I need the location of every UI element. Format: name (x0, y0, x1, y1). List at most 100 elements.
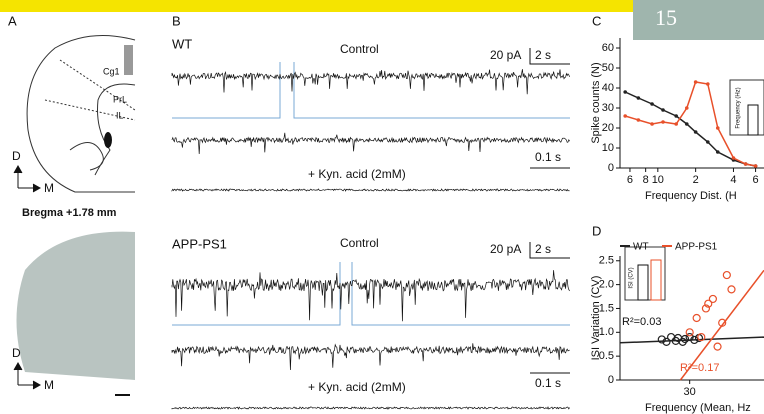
point (692, 313, 701, 323)
point (704, 299, 713, 308)
point (708, 294, 718, 304)
point (718, 318, 727, 327)
y-tick-label: 1.0 (599, 326, 614, 338)
y-tick-label: 40 (602, 82, 614, 94)
point (722, 270, 731, 280)
trace (171, 69, 570, 95)
y-axis-label: Spike counts (N) (590, 62, 602, 143)
scale-bar (529, 48, 570, 65)
genotype: WT (172, 36, 192, 51)
x-axis-label: Frequency Dist. (H (645, 190, 737, 202)
x-tick-label: 8 (643, 174, 649, 186)
point (706, 82, 710, 86)
point (697, 332, 706, 342)
region-label: PrL (113, 94, 127, 104)
y-tick-label: 30 (602, 102, 614, 114)
trace (171, 188, 570, 192)
region-label: IL (116, 110, 124, 120)
orientation-arrows (13, 361, 42, 390)
scale-amp: 20 pA (490, 48, 521, 62)
point (662, 337, 671, 346)
y-tick-label: 50 (602, 62, 614, 74)
trace (171, 132, 570, 155)
axis-dorsal: D (12, 149, 21, 163)
point (680, 334, 690, 344)
axis-medial: M (44, 181, 54, 195)
scale-bar (529, 242, 570, 259)
traces (171, 69, 570, 410)
r2-label: R²=0.03 (622, 316, 661, 328)
point (661, 108, 665, 112)
point (727, 285, 736, 294)
zoom-box (172, 62, 570, 119)
y-tick-label: 0.5 (599, 350, 614, 362)
inset-bar (637, 264, 649, 301)
point (753, 164, 758, 168)
y-tick-label: 2.0 (599, 279, 614, 291)
panel-label: A (8, 13, 17, 28)
condition: Control (340, 42, 379, 56)
y-tick-label: 1.5 (599, 302, 614, 314)
x-axis-label: Frequency (Mean, Hz (645, 402, 751, 414)
point (715, 150, 720, 154)
point (661, 120, 665, 124)
point (636, 96, 641, 100)
axis-dorsal: D (12, 346, 21, 360)
point (693, 130, 698, 134)
zoom-box (172, 262, 570, 326)
trace (171, 406, 570, 410)
point (706, 140, 710, 144)
scale-amp: 20 pA (490, 242, 521, 256)
r2-label: R²=0.17 (680, 362, 719, 374)
series-line (624, 81, 756, 167)
trace (171, 270, 570, 322)
orientation-arrows (13, 164, 42, 193)
x-tick-label: 2 (693, 174, 699, 186)
point (623, 90, 628, 94)
point (713, 342, 722, 351)
x-tick-label: 30 (684, 386, 696, 398)
zoom-scale: 0.1 s (535, 150, 561, 164)
y-tick-label: 10 (602, 142, 614, 154)
legend-entry: APP-PS1 (675, 242, 718, 253)
fit-line (679, 269, 764, 381)
genotype: APP-PS1 (172, 236, 227, 251)
page-number: 15 (655, 5, 677, 30)
y-tick-label: 20 (602, 122, 614, 134)
inset-bar (650, 259, 662, 301)
region-label: Cg1 (103, 66, 120, 76)
scale-time: 2 s (535, 242, 551, 256)
treatment: + Kyn. acid (2mM) (308, 167, 406, 181)
scale-time: 2 s (535, 48, 551, 62)
point (684, 106, 689, 110)
series-line (624, 91, 756, 167)
y-axis-label: ISI Variation (CV) (590, 276, 602, 361)
zoom-scale: 0.1 s (535, 376, 561, 390)
point (636, 118, 641, 122)
point (674, 114, 678, 118)
point (684, 122, 689, 126)
point (657, 335, 666, 344)
point (715, 126, 720, 130)
panel-label: C (592, 13, 601, 28)
point (743, 162, 748, 166)
y-tick-label: 0 (608, 162, 614, 174)
axis-medial: M (44, 378, 54, 392)
inset-ylabel: Frequency (Hz) (736, 87, 742, 128)
y-tick-label: 0 (608, 374, 614, 386)
point (650, 102, 654, 106)
brain-drawing (26, 35, 136, 193)
y-tick-label: 60 (602, 42, 614, 54)
y-tick-label: 2.5 (599, 255, 614, 267)
point (693, 80, 698, 84)
panel-label: D (592, 223, 601, 238)
point (690, 335, 699, 345)
bregma: Bregma +1.78 mm (22, 207, 117, 219)
legend-entry: WT (633, 242, 649, 253)
point (650, 122, 654, 126)
point (685, 328, 694, 337)
inset-ylabel: ISI (CV) (629, 267, 635, 288)
brain-slice (16, 231, 135, 380)
panel-label: B (172, 13, 181, 28)
